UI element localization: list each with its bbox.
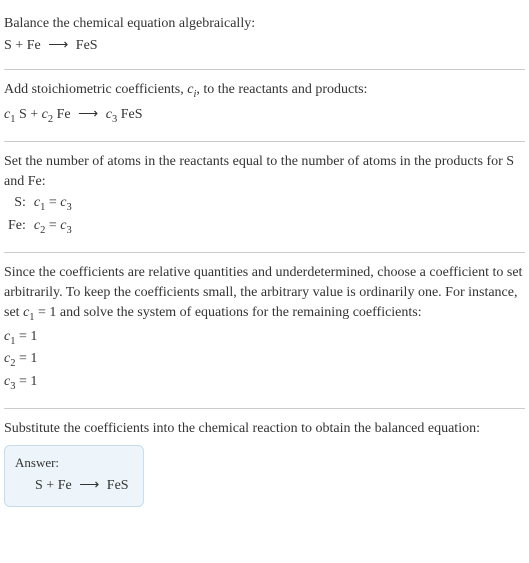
arrow-icon: ⟶: [75, 478, 103, 493]
atoms-text: Set the number of atoms in the reactants…: [4, 152, 525, 191]
section-coefficients: Add stoichiometric coefficients, ci, to …: [4, 74, 525, 137]
s3v: = 1: [15, 374, 37, 389]
section-intro: Balance the chemical equation algebraica…: [4, 8, 525, 65]
r1eq: =: [45, 195, 60, 210]
c1-sp: S: [15, 107, 26, 122]
plus-sign: +: [46, 478, 54, 493]
equation-s: c1 = c3: [30, 193, 76, 215]
s1v: = 1: [15, 329, 37, 344]
section-solve: Since the coefficients are relative quan…: [4, 257, 525, 404]
table-row: Fe: c2 = c3: [4, 216, 76, 238]
element-label-s: S:: [4, 193, 30, 215]
divider: [4, 252, 525, 253]
answer-label: Answer:: [15, 454, 129, 472]
r1n2: 3: [66, 202, 71, 213]
reactant-fe: Fe: [58, 478, 72, 493]
product-fes: FeS: [107, 478, 129, 493]
substitute-text: Substitute the coefficients into the che…: [4, 419, 525, 439]
solution-c2: c2 = 1: [4, 349, 525, 371]
equation-fe: c2 = c3: [30, 216, 76, 238]
unbalanced-equation: S + Fe ⟶ FeS: [4, 36, 525, 56]
solve-text: Since the coefficients are relative quan…: [4, 263, 525, 325]
plus-sign: +: [15, 38, 23, 53]
solution-c1: c1 = 1: [4, 327, 525, 349]
atom-equations-table: S: c1 = c3 Fe: c2 = c3: [4, 193, 76, 238]
divider: [4, 408, 525, 409]
balanced-equation: S + Fe ⟶ FeS: [15, 476, 129, 496]
reactant-fe: Fe: [27, 38, 41, 53]
element-label-fe: Fe:: [4, 216, 30, 238]
coeff-equation: c1 S + c2 Fe ⟶ c3 FeS: [4, 105, 525, 127]
divider: [4, 69, 525, 70]
section-answer: Substitute the coefficients into the che…: [4, 413, 525, 516]
solution-c3: c3 = 1: [4, 372, 525, 394]
section-atoms: Set the number of atoms in the reactants…: [4, 146, 525, 248]
c2-sp: Fe: [53, 107, 71, 122]
solve-text-b: = 1 and solve the system of equations fo…: [35, 305, 422, 320]
coeff-text-a: Add stoichiometric coefficients,: [4, 82, 187, 97]
r2n2: 3: [66, 225, 71, 236]
table-row: S: c1 = c3: [4, 193, 76, 215]
plus-sign: +: [30, 107, 38, 122]
c3-sp: FeS: [117, 107, 142, 122]
s2v: = 1: [15, 351, 37, 366]
arrow-icon: ⟶: [44, 38, 72, 53]
coefficient-solutions: c1 = 1 c2 = 1 c3 = 1: [4, 327, 525, 394]
intro-text: Balance the chemical equation algebraica…: [4, 14, 525, 34]
divider: [4, 141, 525, 142]
coeff-text-b: , to the reactants and products:: [196, 82, 367, 97]
r2eq: =: [45, 218, 60, 233]
reactant-s: S: [4, 38, 12, 53]
coeff-text: Add stoichiometric coefficients, ci, to …: [4, 80, 525, 102]
reactant-s: S: [35, 478, 43, 493]
arrow-icon: ⟶: [74, 107, 102, 122]
answer-box: Answer: S + Fe ⟶ FeS: [4, 445, 144, 507]
product-fes: FeS: [76, 38, 98, 53]
